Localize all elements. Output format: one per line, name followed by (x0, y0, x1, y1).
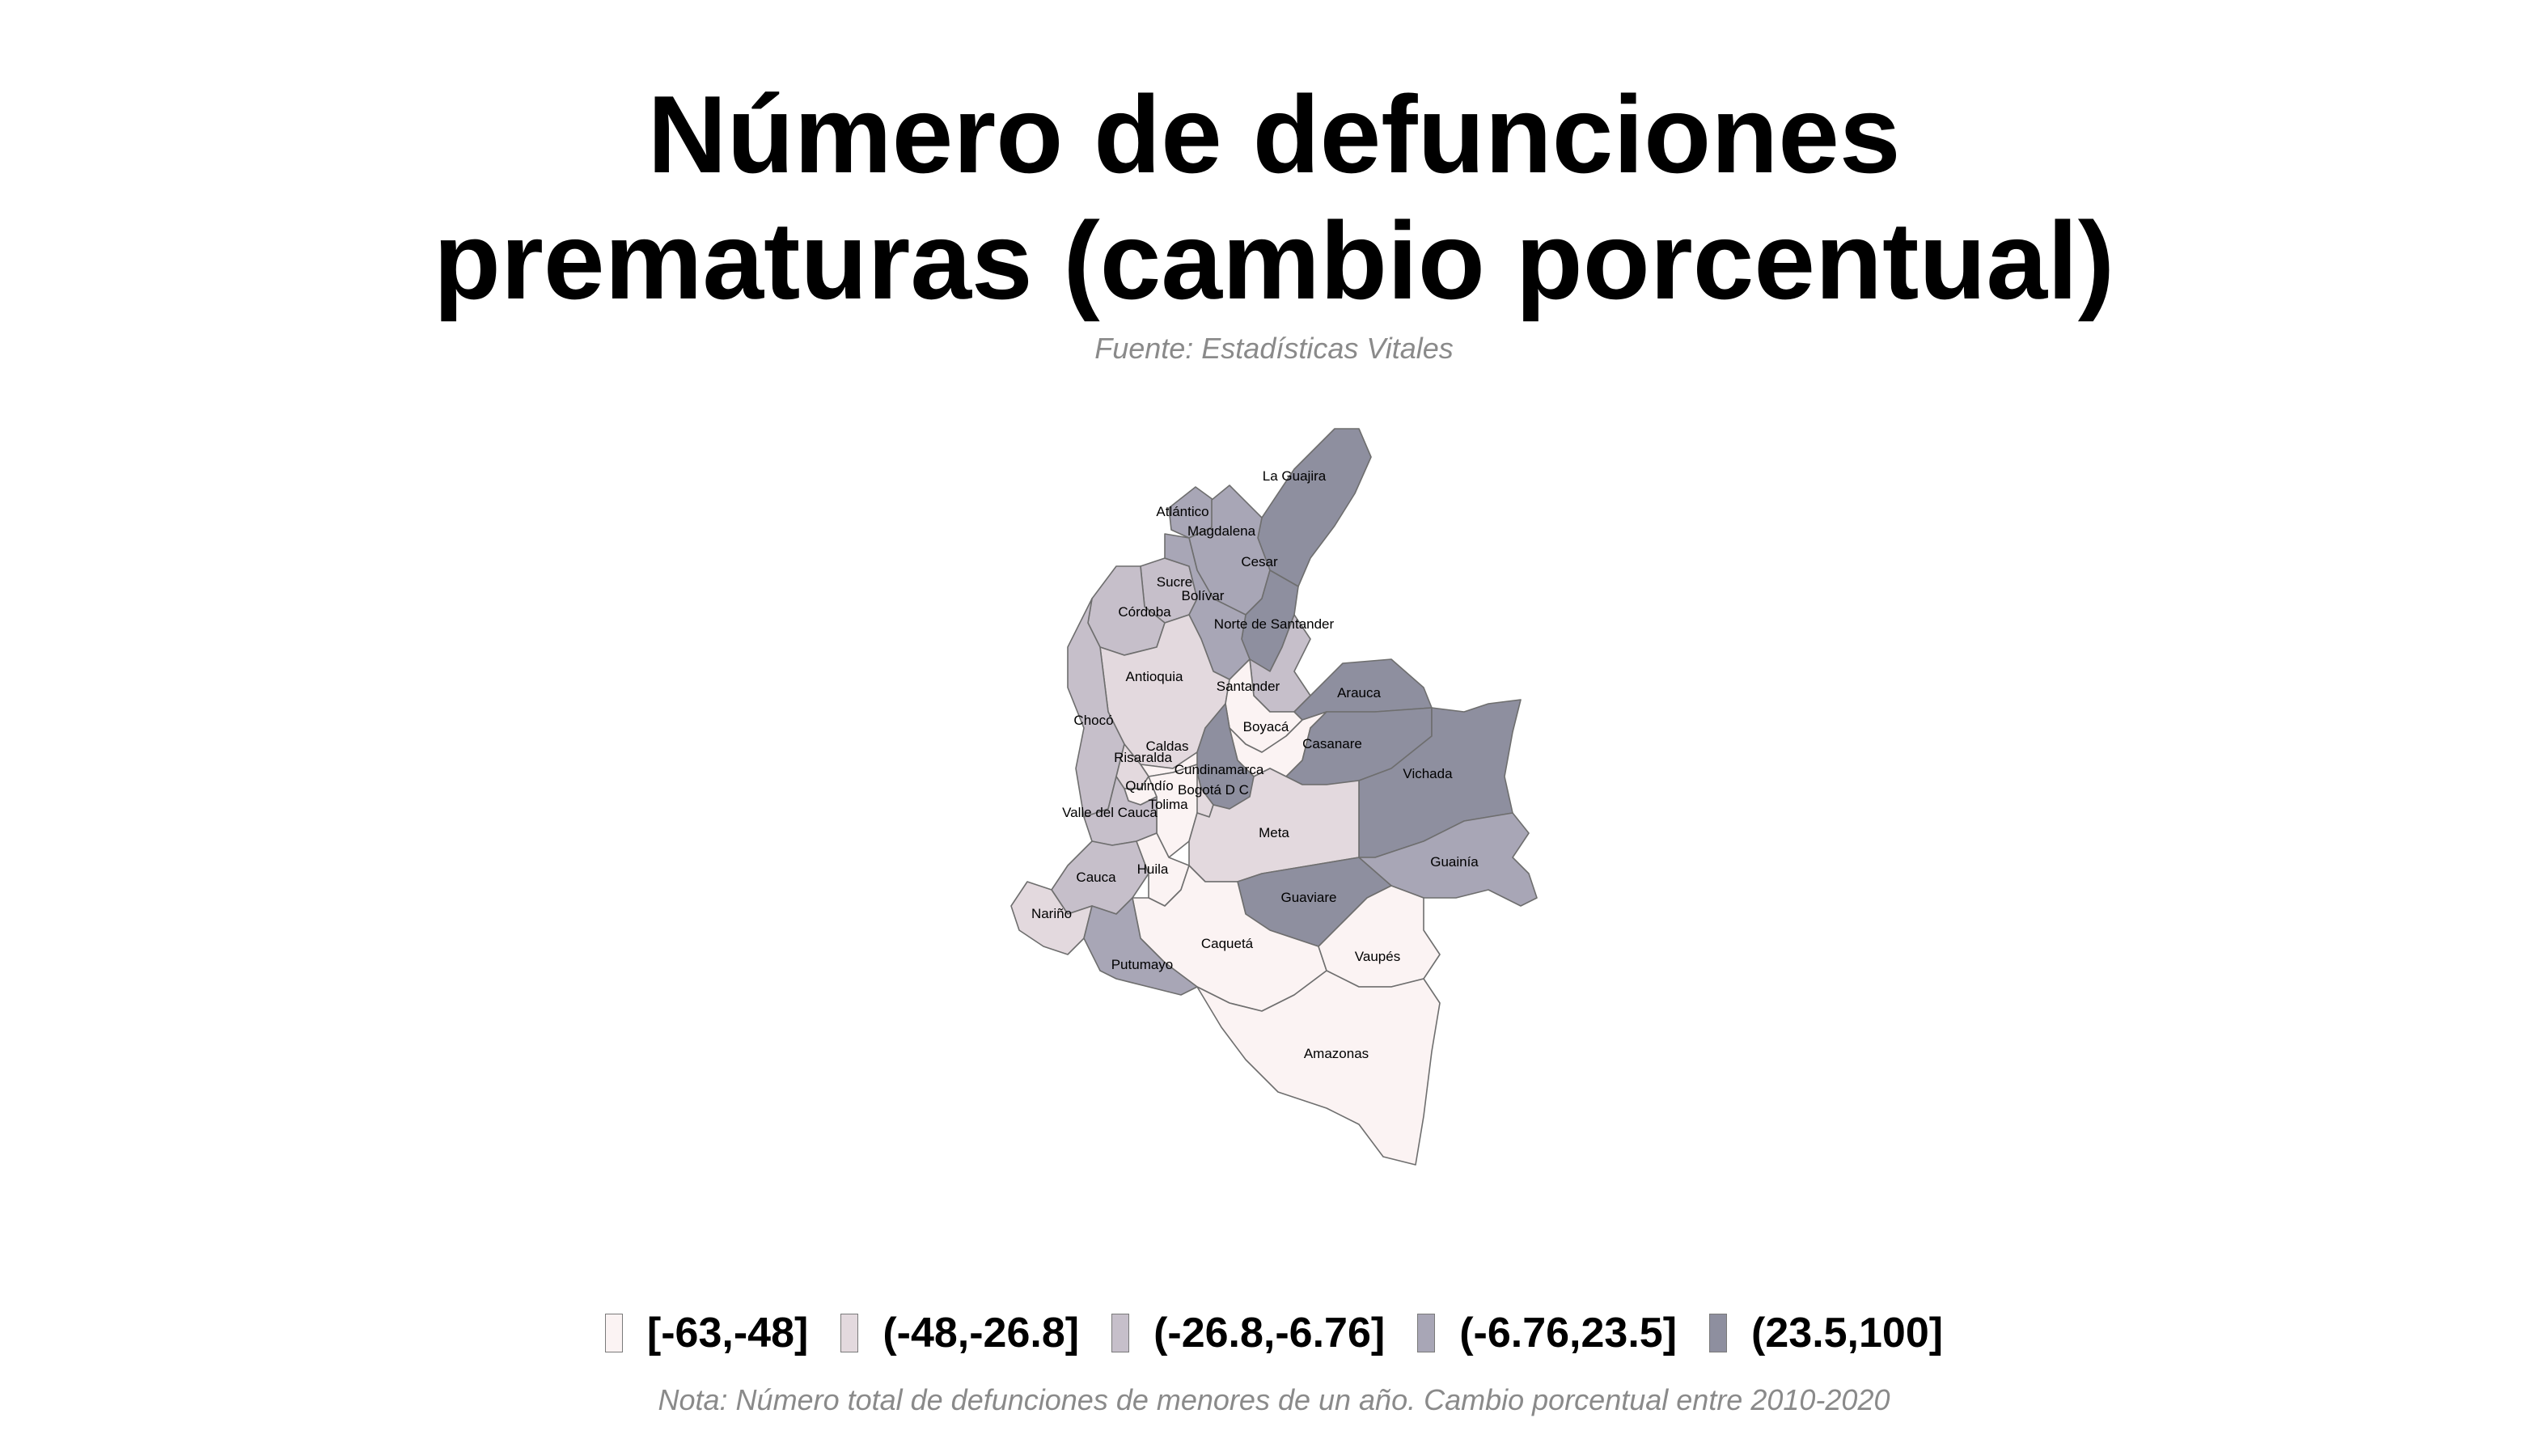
label-casanare: Casanare (1302, 736, 1362, 751)
label-caqueta: Caquetá (1201, 936, 1254, 951)
label-atlantico: Atlántico (1156, 504, 1208, 519)
label-la-guajira: La Guajira (1263, 468, 1327, 484)
label-vichada: Vichada (1403, 766, 1453, 781)
legend-label-4: (-6.76,23.5] (1459, 1310, 1678, 1357)
legend-item-1: [-63,-48] (604, 1309, 809, 1357)
legend-swatch-3 (1111, 1314, 1130, 1352)
source-caption: Fuente: Estadísticas Vitales (1094, 332, 1454, 365)
legend-swatch-4 (1417, 1314, 1436, 1352)
label-bogota-d-c: Bogotá D C (1178, 782, 1249, 798)
title-line-1: Número de defunciones (647, 73, 1901, 196)
label-risaralda: Risaralda (1114, 750, 1172, 765)
label-amazonas: Amazonas (1304, 1046, 1369, 1061)
label-santander: Santander (1217, 679, 1280, 694)
label-cesar: Cesar (1241, 554, 1278, 569)
map-title: Número de defunciones prematuras (cambio… (0, 71, 2548, 324)
legend-label-5: (23.5,100] (1751, 1310, 1944, 1357)
legend-item-3: (-26.8,-6.76] (1111, 1309, 1385, 1357)
legend-swatch-2 (840, 1314, 859, 1352)
label-vaupes: Vaupés (1355, 949, 1400, 964)
legend: [-63,-48] (-48,-26.8] (-26.8,-6.76] (-6.76,… (0, 1309, 2548, 1363)
label-norte-de-santander: Norte de Santander (1214, 616, 1335, 632)
label-magdalena: Magdalena (1187, 523, 1256, 539)
legend-item-2: (-48,-26.8] (840, 1309, 1079, 1357)
label-boyaca: Boyacá (1243, 719, 1289, 734)
label-cordoba: Córdoba (1118, 604, 1171, 620)
legend-label-3: (-26.8,-6.76] (1153, 1310, 1386, 1357)
legend-item-5: (23.5,100] (1709, 1309, 1943, 1357)
label-valle-del-cauca: Valle del Cauca (1062, 805, 1158, 820)
department-amazonas (1196, 970, 1441, 1166)
department-putumayo (1083, 897, 1198, 996)
label-guainia: Guainía (1430, 854, 1479, 870)
label-quindio: Quindío (1125, 778, 1174, 794)
label-cauca: Cauca (1076, 870, 1116, 885)
note-caption: Nota: Número total de defunciones de men… (658, 1383, 1890, 1416)
legend-swatch-1 (604, 1314, 623, 1352)
title-line-2: prematuras (cambio porcentual) (433, 199, 2115, 322)
label-bolivar: Bolívar (1182, 588, 1225, 603)
legend-label-1: [-63,-48] (646, 1310, 809, 1357)
label-sucre: Sucre (1157, 574, 1192, 590)
department-guainia (1358, 812, 1538, 907)
legend-swatch-5 (1709, 1314, 1728, 1352)
label-guaviare: Guaviare (1281, 890, 1337, 905)
label-choco: Chocó (1073, 713, 1113, 728)
label-cundinamarca: Cundinamarca (1175, 762, 1264, 777)
label-huila: Huila (1137, 861, 1169, 877)
legend-label-2: (-48,-26.8] (882, 1310, 1080, 1357)
label-meta: Meta (1259, 825, 1289, 840)
label-arauca: Arauca (1337, 685, 1381, 700)
legend-item-4: (-6.76,23.5] (1417, 1309, 1677, 1357)
label-narino: Nariño (1031, 906, 1072, 921)
label-antioquia: Antioquia (1126, 669, 1183, 684)
label-tolima: Tolima (1148, 797, 1188, 812)
label-putumayo: Putumayo (1111, 957, 1174, 972)
label-caldas: Caldas (1146, 739, 1189, 754)
